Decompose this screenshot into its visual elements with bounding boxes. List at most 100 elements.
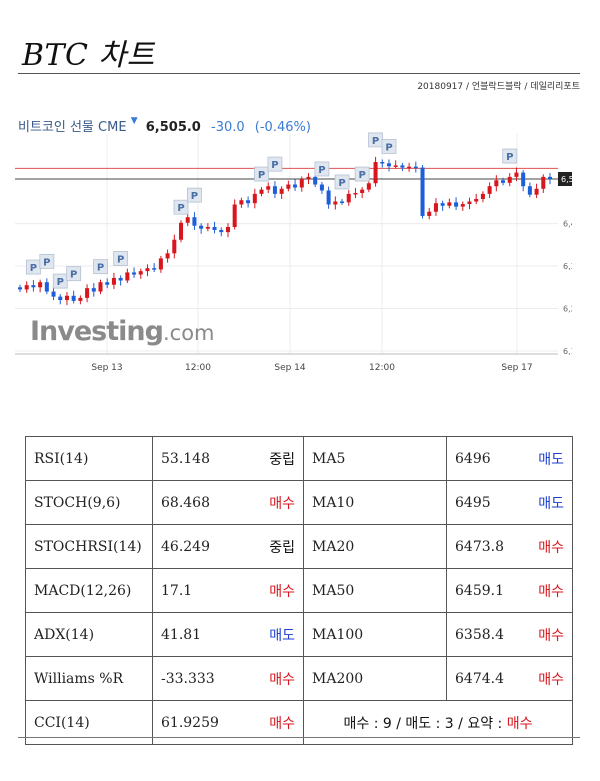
candle-body [192, 217, 197, 226]
instrument-name: 비트코인 선물 CME [18, 120, 127, 135]
summary-result: 매수 [506, 715, 533, 732]
p-marker-icon [66, 266, 82, 282]
x-tick-label: 12:00 [185, 363, 211, 373]
indicator-value: 17.1 [161, 582, 193, 599]
ma-value: 6474.4 [455, 670, 504, 687]
candle-body [380, 162, 385, 164]
candle-body [279, 188, 284, 194]
candle-body [58, 296, 63, 301]
candle-body [158, 258, 163, 270]
p-marker-label: P [338, 178, 345, 189]
ma-name-cell: MA20 [303, 524, 447, 569]
ma-value: 6473.8 [455, 538, 504, 555]
y-tick-label: 6,200.0 [563, 305, 572, 314]
ma-signal: 매수 [538, 583, 564, 600]
p-marker-icon [39, 253, 55, 269]
ma-name: MA5 [312, 450, 346, 467]
value-signal-group: 17.1 매수 [161, 581, 295, 601]
ma-value: 6459.1 [455, 582, 504, 599]
p-marker-label: P [271, 160, 278, 171]
value-signal-group: 6496 매도 [455, 449, 564, 469]
indicator-value: -33.333 [161, 670, 215, 687]
indicator-value: 46.249 [161, 538, 210, 555]
value-signal-group: 6358.4 매수 [455, 625, 564, 645]
candle-body [480, 193, 485, 199]
candle-body [313, 176, 318, 185]
indicator-value-cell: -33.333 매수 [152, 656, 304, 701]
ma-value-cell: 6496 매도 [446, 436, 573, 481]
indicator-name-cell: STOCH(9,6) [25, 480, 153, 525]
p-marker-icon [334, 174, 350, 190]
candle-body [373, 162, 378, 184]
candle-body [487, 186, 492, 194]
candle-body [71, 295, 76, 301]
candle-body [64, 295, 69, 301]
ma-value-cell: 6474.4 매수 [446, 656, 573, 701]
p-marker-label: P [97, 263, 104, 274]
candle-body [299, 179, 304, 188]
p-marker-label: P [318, 165, 325, 176]
p-marker-icon [254, 166, 269, 182]
indicator-signal: 매수 [269, 495, 295, 512]
ma-name-cell: MA100 [303, 612, 447, 657]
indicator-name-cell: RSI(14) [25, 436, 153, 481]
indicator-name-cell: ADX(14) [25, 612, 153, 657]
indicator-name-cell: MACD(12,26) [25, 568, 153, 613]
candle-body [547, 176, 553, 179]
candle-body [467, 201, 472, 205]
ma-signal: 매도 [538, 495, 564, 512]
candle-body [400, 165, 405, 168]
indicator-row: MACD(12,26) 17.1 매수 MA50 6459.1 매수 [25, 568, 573, 613]
candle-body [386, 163, 391, 167]
ma-value-cell: 6358.4 매수 [446, 612, 573, 657]
x-tick-label: Sep 14 [274, 363, 306, 373]
indicator-signal: 중립 [269, 539, 295, 556]
indicator-name: MACD(12,26) [34, 582, 132, 599]
p-marker-icon [502, 148, 518, 164]
candle-body [138, 271, 143, 275]
ma-name: MA20 [312, 538, 355, 555]
candle-body [212, 226, 217, 230]
indicator-value: 61.9259 [161, 714, 219, 731]
candle-body [205, 226, 210, 229]
ma-value: 6358.4 [455, 626, 504, 643]
indicator-signal: 매수 [269, 671, 295, 688]
candle-body [125, 272, 130, 281]
indicator-name-cell: STOCHRSI(14) [25, 524, 153, 569]
value-signal-group: 6474.4 매수 [455, 669, 564, 689]
y-tick-label: 6,100.0 [563, 347, 572, 356]
title-divider [18, 73, 580, 74]
value-signal-group: 68.468 매수 [161, 493, 295, 513]
candle-body [541, 176, 546, 189]
indicator-signal: 매수 [269, 715, 295, 732]
candle-body [152, 268, 157, 270]
logo-brand: Investing [30, 316, 164, 347]
indicator-value: 68.468 [161, 494, 210, 511]
indicator-value: 53.148 [161, 450, 210, 467]
candle-body [145, 268, 150, 272]
live-indicator-icon: ▼ [130, 116, 138, 126]
indicator-value-cell: 41.81 매도 [152, 612, 304, 657]
candle-body [266, 186, 271, 190]
indicator-rows: RSI(14) 53.148 중립 MA5 6496 매도 STOCH(9,6) 68.468… [25, 436, 573, 745]
candle-body [454, 202, 459, 207]
p-marker-label: P [385, 142, 392, 153]
indicator-name: Williams %R [34, 670, 124, 687]
ma-name-cell: MA10 [303, 480, 447, 525]
ma-name-cell: MA5 [303, 436, 447, 481]
value-signal-group: 41.81 매도 [161, 625, 295, 645]
candle-body [407, 166, 412, 169]
candle-body [521, 172, 526, 187]
p-marker-label: P [43, 257, 50, 268]
indicator-name: STOCHRSI(14) [34, 538, 142, 555]
candle-body [433, 203, 438, 212]
x-tick-label: 12:00 [369, 363, 395, 373]
candle-body [239, 200, 244, 205]
indicator-value-cell: 46.249 중립 [152, 524, 304, 569]
indicator-value-cell: 17.1 매수 [152, 568, 304, 613]
candle-body [118, 277, 123, 281]
candle-body [44, 282, 49, 292]
candle-body [447, 202, 452, 206]
price-change: -30.0 [211, 120, 245, 135]
p-marker-label: P [117, 254, 124, 265]
